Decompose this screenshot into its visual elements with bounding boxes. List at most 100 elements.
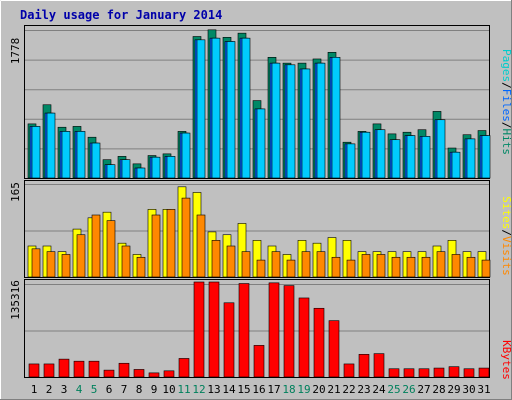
day-label-6: 6: [106, 383, 113, 396]
day-axis-labels: 1 2 3 4 5 6 7 8 9 10 11 12 13 14 15 16 17 18 19 20 21 22 23 24 2…: [31, 383, 491, 396]
visit-bar-day-15: [241, 251, 251, 278]
legend-sep: /: [500, 122, 512, 129]
visit-bar-day-8: [136, 256, 146, 278]
day-label-25: 25: [387, 383, 400, 396]
visit-bar-day-12: [196, 214, 206, 278]
legend-kbytes: KBytes: [500, 340, 512, 380]
visit-bar-day-9: [151, 214, 161, 278]
visit-bar-day-30: [466, 256, 476, 278]
visit-bar-day-19: [301, 251, 311, 278]
page-bar-day-19: [301, 68, 311, 179]
page-bar-day-14: [226, 41, 236, 179]
day-label-22: 22: [342, 383, 355, 396]
day-label-5: 5: [91, 383, 98, 396]
page-bar-day-20: [316, 62, 326, 179]
visit-bar-day-13: [211, 240, 221, 278]
page-bar-day-27: [421, 136, 431, 179]
page-bar-day-26: [406, 135, 416, 179]
kbytes-bars: [28, 281, 490, 378]
hits-legend: Pages/Files/Hits: [500, 49, 512, 155]
legend-sites: Sites: [500, 196, 512, 229]
visit-bar-day-22: [346, 259, 356, 278]
kbyte-bar-day-31: [478, 367, 490, 378]
kbyte-bar-day-9: [148, 372, 160, 378]
sites-gridlines: [25, 184, 489, 232]
visit-bar-day-20: [316, 251, 326, 278]
hits-max-label: 1778: [9, 38, 22, 65]
kbyte-bar-day-15: [238, 283, 250, 378]
page-bar-day-24: [376, 129, 386, 179]
day-label-26: 26: [402, 383, 415, 396]
visit-bar-day-3: [61, 254, 71, 278]
visit-bar-day-10: [166, 209, 176, 278]
page-bar-day-12: [196, 39, 206, 179]
kbyte-bar-day-27: [418, 368, 430, 378]
page-bar-day-30: [466, 138, 476, 179]
page-bar-day-4: [76, 131, 86, 179]
kbyte-bar-day-10: [163, 370, 175, 378]
visit-bar-day-23: [361, 254, 371, 278]
kbyte-bar-day-21: [328, 320, 340, 378]
page-bar-day-2: [46, 112, 56, 179]
kbyte-bar-day-1: [28, 363, 40, 378]
kbyte-bar-day-20: [313, 307, 325, 378]
page-bar-day-5: [91, 142, 101, 179]
visit-bar-day-4: [76, 234, 86, 278]
visit-bar-day-31: [481, 259, 491, 278]
page-bar-day-16: [256, 108, 266, 179]
visit-bar-day-21: [331, 256, 341, 278]
page-bar-day-22: [346, 143, 356, 179]
kbyte-bar-day-3: [58, 358, 70, 378]
day-label-14: 14: [222, 383, 236, 396]
kbyte-bar-day-2: [43, 363, 55, 378]
kbyte-bar-day-26: [403, 368, 415, 378]
page-bar-day-21: [331, 57, 341, 179]
page-bar-day-23: [361, 131, 371, 179]
page-bar-day-10: [166, 156, 176, 179]
day-label-9: 9: [151, 383, 158, 396]
visit-bar-day-28: [436, 251, 446, 278]
page-bar-day-8: [136, 167, 146, 179]
visit-bar-day-29: [451, 254, 461, 278]
page-bar-day-29: [451, 151, 461, 179]
sites-legend: Sites/Visits: [500, 196, 512, 276]
page-bar-day-31: [481, 135, 491, 179]
visit-bar-day-17: [271, 251, 281, 278]
legend-visits: Visits: [500, 236, 512, 276]
kbyte-bar-day-8: [133, 369, 145, 378]
day-label-30: 30: [462, 383, 475, 396]
day-label-18: 18: [282, 383, 295, 396]
day-label-29: 29: [447, 383, 460, 396]
visit-bar-day-26: [406, 256, 416, 278]
kbytes-max-label: 135316: [9, 280, 22, 320]
visit-bar-day-14: [226, 245, 236, 278]
visit-bar-day-24: [376, 254, 386, 278]
kbyte-bar-day-29: [448, 366, 460, 378]
day-label-1: 1: [31, 383, 38, 396]
day-label-17: 17: [267, 383, 280, 396]
page-bar-day-15: [241, 37, 251, 179]
sites-bars: [27, 186, 491, 278]
legend-files: Files: [500, 89, 512, 122]
kbyte-bar-day-12: [193, 281, 205, 378]
kbyte-bar-day-5: [88, 360, 100, 378]
visit-bar-day-18: [286, 259, 296, 278]
kbyte-bar-day-23: [358, 354, 370, 378]
page-bar-day-9: [151, 156, 161, 179]
page-bar-day-1: [31, 126, 41, 179]
day-label-23: 23: [357, 383, 370, 396]
kbyte-bar-day-16: [253, 345, 265, 378]
page-bar-day-13: [211, 37, 221, 179]
day-label-4: 4: [76, 383, 83, 396]
page-bar-day-3: [61, 131, 71, 179]
legend-pages: Pages: [500, 49, 512, 82]
day-label-11: 11: [177, 383, 190, 396]
day-label-28: 28: [432, 383, 445, 396]
kbytes-gridlines: [25, 284, 489, 332]
kbyte-bar-day-28: [433, 367, 445, 378]
day-label-24: 24: [372, 383, 386, 396]
visit-bar-day-11: [181, 197, 191, 278]
kbyte-bar-day-24: [373, 353, 385, 378]
kbyte-bar-day-6: [103, 369, 115, 378]
page-bar-day-28: [436, 119, 446, 179]
